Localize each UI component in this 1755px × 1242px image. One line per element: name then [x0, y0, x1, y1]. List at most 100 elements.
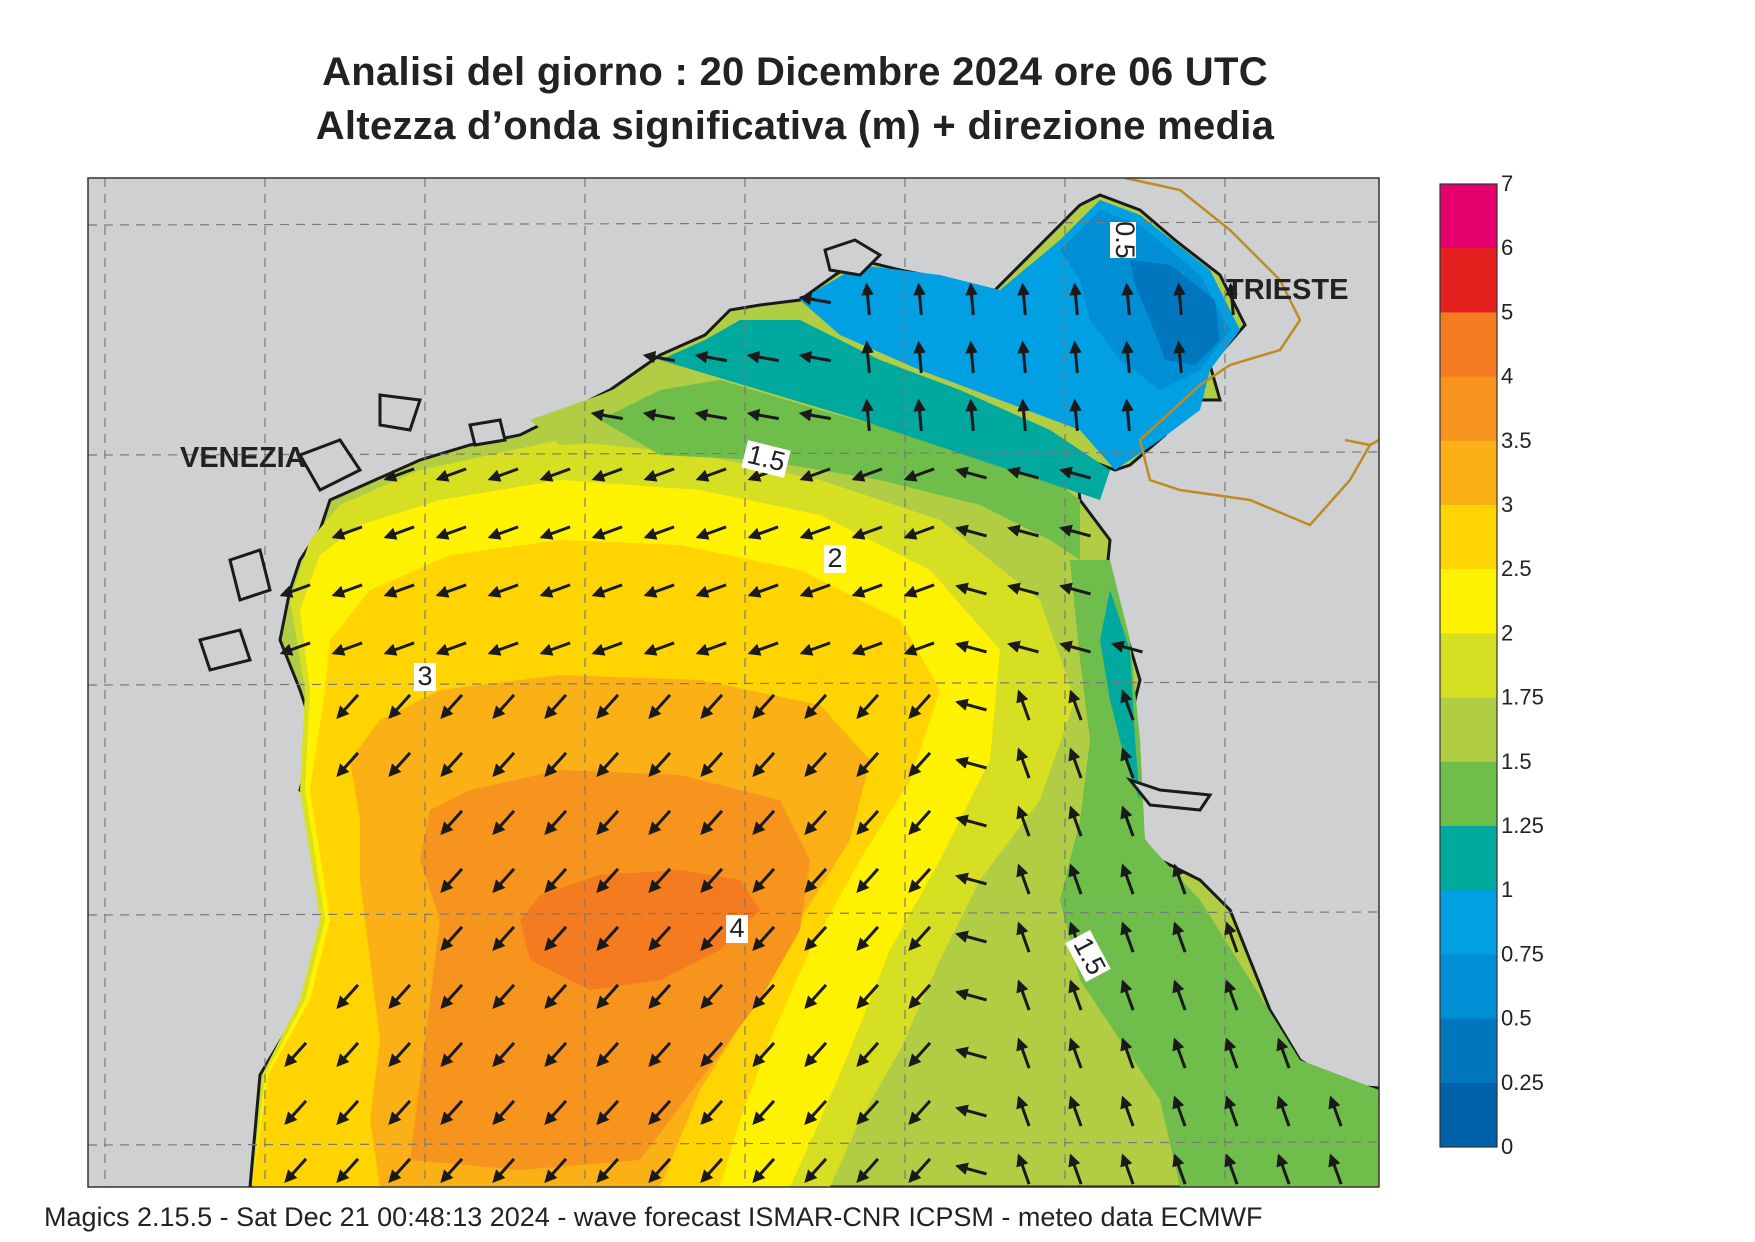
contour-label-2: 2 — [824, 543, 846, 573]
direction-arrow — [492, 983, 516, 1009]
colorbar-segment — [1440, 312, 1497, 378]
direction-arrow — [1120, 805, 1135, 837]
direction-arrow — [1007, 466, 1039, 480]
direction-arrow — [1276, 1153, 1291, 1185]
direction-arrow — [388, 751, 412, 777]
direction-arrow — [642, 408, 676, 422]
direction-arrow — [804, 693, 828, 719]
direction-arrow — [1328, 1095, 1343, 1127]
direction-arrow — [955, 1046, 987, 1060]
direction-arrow — [1069, 282, 1082, 316]
direction-arrow — [798, 350, 832, 364]
direction-arrow — [1016, 1037, 1031, 1069]
direction-arrow — [1068, 1037, 1083, 1069]
direction-arrow — [539, 583, 571, 598]
national-border — [1124, 178, 1379, 527]
colorbar-segment — [1440, 1018, 1497, 1084]
direction-arrow — [1172, 979, 1187, 1011]
direction-arrow — [913, 282, 926, 316]
direction-arrow — [544, 1099, 568, 1125]
direction-arrow — [798, 292, 832, 306]
direction-arrow — [279, 641, 311, 656]
direction-arrow — [388, 1041, 412, 1067]
direction-arrow — [695, 525, 727, 540]
direction-arrow — [1068, 863, 1083, 895]
direction-arrow — [1059, 524, 1091, 538]
colorbar-tick-label: 3.5 — [1501, 428, 1532, 453]
direction-arrow — [908, 925, 932, 951]
direction-arrow — [440, 751, 464, 777]
direction-arrow — [1120, 689, 1135, 721]
direction-arrow — [1017, 282, 1030, 316]
band-4-5 — [520, 870, 760, 990]
direction-arrow — [492, 1099, 516, 1125]
direction-arrow — [336, 1099, 360, 1125]
direction-arrow — [383, 583, 415, 598]
direction-arrow — [856, 983, 880, 1009]
direction-arrow — [1120, 979, 1135, 1011]
direction-arrow — [851, 525, 883, 540]
direction-arrow — [700, 983, 724, 1009]
direction-arrow — [284, 1157, 308, 1183]
band-east-1.25-1.5 — [1060, 560, 1379, 1187]
direction-arrow — [955, 640, 987, 654]
direction-arrow — [804, 983, 828, 1009]
direction-arrow — [1172, 921, 1187, 953]
colorbar-tick-label: 0.5 — [1501, 1006, 1532, 1031]
direction-arrow — [1173, 340, 1186, 374]
colorbar-tick-label: 1 — [1501, 877, 1513, 902]
colorbar-tick-label: 5 — [1501, 299, 1513, 324]
direction-arrow — [544, 809, 568, 835]
direction-arrow — [752, 693, 776, 719]
direction-arrow — [695, 583, 727, 598]
direction-arrow — [1016, 863, 1031, 895]
direction-arrow — [279, 583, 311, 598]
direction-arrow — [1068, 1095, 1083, 1127]
direction-arrow — [700, 925, 724, 951]
direction-arrow — [955, 988, 987, 1002]
direction-arrow — [336, 1041, 360, 1067]
direction-arrow — [440, 1157, 464, 1183]
direction-arrow — [1225, 282, 1238, 316]
direction-arrow — [544, 693, 568, 719]
direction-arrow — [331, 525, 363, 540]
direction-arrow — [487, 467, 519, 482]
direction-arrow — [539, 525, 571, 540]
direction-arrow — [596, 867, 620, 893]
direction-arrow — [440, 809, 464, 835]
title-line-2: Altezza d’onda significativa (m) + direz… — [315, 104, 1275, 148]
direction-arrow — [383, 525, 415, 540]
direction-arrow — [955, 872, 987, 886]
direction-arrow — [908, 1041, 932, 1067]
direction-arrow — [695, 641, 727, 656]
direction-arrow — [804, 925, 828, 951]
direction-arrow — [955, 524, 987, 538]
direction-arrow — [965, 282, 978, 316]
direction-arrow — [908, 1099, 932, 1125]
direction-arrow — [1121, 398, 1134, 432]
direction-arrow — [1121, 340, 1134, 374]
direction-arrow — [903, 583, 935, 598]
direction-arrow — [1016, 689, 1031, 721]
direction-arrow — [856, 751, 880, 777]
colorbar-segment — [1440, 184, 1497, 249]
direction-arrow — [284, 1099, 308, 1125]
direction-arrow — [856, 925, 880, 951]
direction-arrow — [648, 1099, 672, 1125]
direction-arrow — [1328, 1153, 1343, 1185]
colorbar-segment — [1440, 376, 1497, 442]
direction-arrow — [752, 751, 776, 777]
colorbar-tick-label: 0.25 — [1501, 1070, 1544, 1095]
direction-arrow — [1068, 805, 1083, 837]
colorbar-tick-label: 1.5 — [1501, 749, 1532, 774]
direction-arrow — [1120, 1153, 1135, 1185]
direction-arrow — [648, 925, 672, 951]
direction-arrow — [648, 1157, 672, 1183]
direction-arrow — [388, 693, 412, 719]
direction-arrow — [903, 467, 935, 482]
direction-arrow — [492, 809, 516, 835]
direction-arrow — [799, 525, 831, 540]
direction-arrow — [648, 983, 672, 1009]
direction-arrow — [596, 751, 620, 777]
direction-arrow — [1069, 398, 1082, 432]
